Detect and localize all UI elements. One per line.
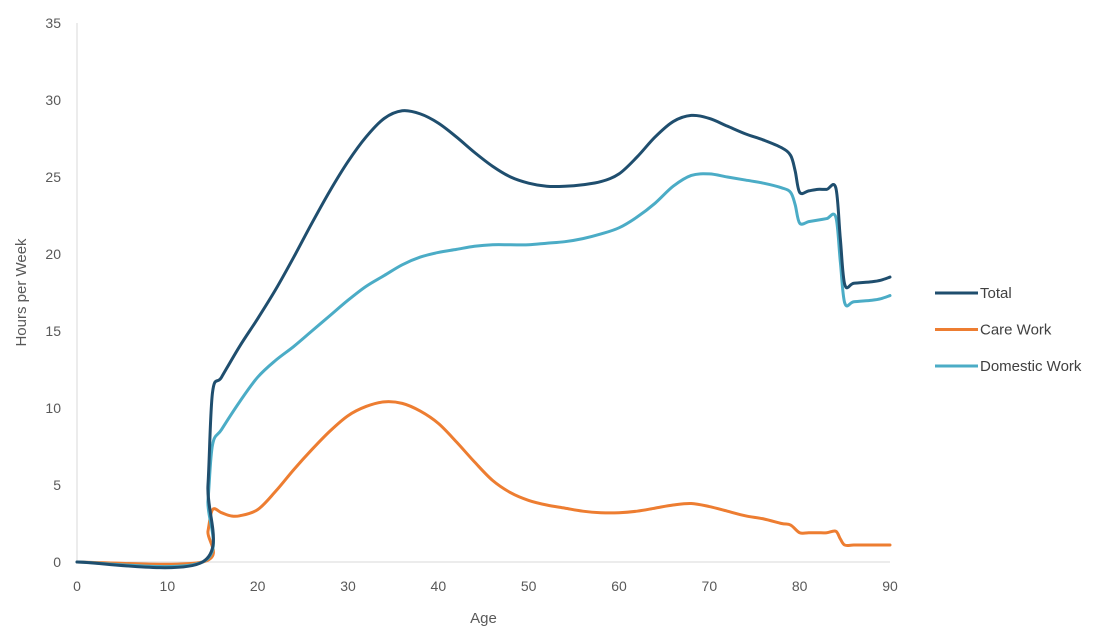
x-tick-label: 10 xyxy=(160,578,176,594)
x-tick-label: 60 xyxy=(611,578,627,594)
legend-label-total: Total xyxy=(980,285,1012,302)
y-tick-label: 0 xyxy=(53,554,61,570)
x-tick-label: 20 xyxy=(250,578,266,594)
y-tick-label: 15 xyxy=(45,323,61,339)
legend-label-domestic-work: Domestic Work xyxy=(980,358,1082,375)
x-tick-label: 0 xyxy=(73,578,81,594)
y-tick-label: 10 xyxy=(45,400,61,416)
y-tick-label: 30 xyxy=(45,92,61,108)
x-tick-label: 80 xyxy=(792,578,808,594)
x-tick-label: 30 xyxy=(340,578,356,594)
x-tick-label: 90 xyxy=(882,578,898,594)
x-tick-label: 40 xyxy=(431,578,447,594)
y-tick-label: 25 xyxy=(45,169,61,185)
legend-label-care-work: Care Work xyxy=(980,322,1052,339)
x-tick-label: 70 xyxy=(702,578,718,594)
series-line-total xyxy=(75,109,892,570)
x-axis-ticks: 0 10 20 30 40 50 60 70 80 90 xyxy=(73,578,898,594)
series-line-domestic-work xyxy=(75,172,892,569)
y-tick-label: 20 xyxy=(45,246,61,262)
y-tick-label: 35 xyxy=(45,15,61,31)
legend: Total Care Work Domestic Work xyxy=(935,285,1082,375)
x-axis-title: Age xyxy=(470,610,497,627)
y-axis-title: Hours per Week xyxy=(13,238,30,347)
x-tick-label: 50 xyxy=(521,578,537,594)
y-axis-ticks: 0 5 10 15 20 25 30 35 xyxy=(45,15,61,570)
series-line-care-work xyxy=(75,400,892,566)
series-lines xyxy=(75,109,892,570)
y-tick-label: 5 xyxy=(53,477,61,493)
